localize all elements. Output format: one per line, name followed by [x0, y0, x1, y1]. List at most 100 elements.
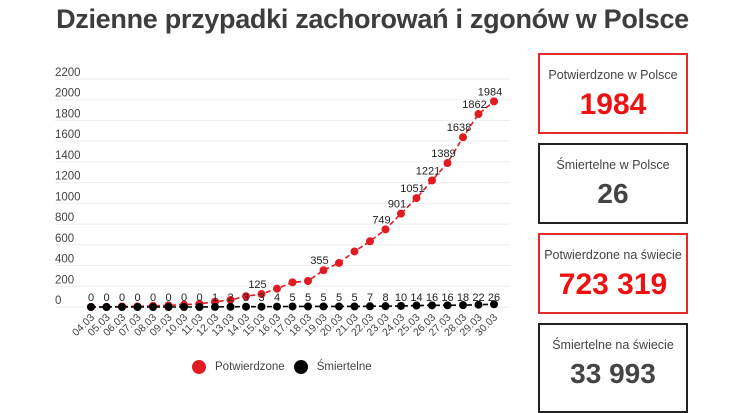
- data-point[interactable]: [459, 133, 467, 142]
- data-point[interactable]: [474, 300, 483, 309]
- card-value: 33 993: [570, 358, 656, 389]
- data-point[interactable]: [164, 303, 173, 311]
- data-point[interactable]: [319, 266, 328, 275]
- data-label: 16: [441, 292, 453, 304]
- legend-item-confirmed[interactable]: Potwierdzone: [192, 360, 285, 374]
- data-label: 1: [212, 292, 218, 304]
- y-tick-label: 1400: [55, 150, 81, 162]
- data-label: 16: [426, 292, 438, 304]
- data-label: 3: [258, 292, 264, 304]
- data-point[interactable]: [428, 176, 436, 185]
- data-label: 5: [289, 292, 295, 304]
- data-label: 1389: [431, 148, 455, 160]
- data-label: 901: [388, 199, 406, 211]
- legend-label: Potwierdzone: [215, 361, 285, 373]
- data-label: 0: [181, 292, 187, 304]
- data-point[interactable]: [490, 97, 498, 106]
- red-dot-icon: [192, 360, 206, 374]
- data-label: 26: [488, 292, 500, 304]
- data-point[interactable]: [242, 302, 250, 311]
- data-point[interactable]: [180, 303, 188, 311]
- data-point[interactable]: [149, 303, 157, 311]
- data-point[interactable]: [335, 302, 343, 311]
- data-point[interactable]: [428, 301, 436, 310]
- legend-item-deaths[interactable]: Śmiertelne: [293, 360, 372, 374]
- data-point[interactable]: [273, 284, 281, 293]
- data-label: 3: [243, 292, 249, 304]
- card-label: Potwierdzone w Polsce: [548, 68, 678, 82]
- y-tick-label: 2000: [55, 88, 81, 100]
- data-point[interactable]: [226, 302, 235, 311]
- data-label: 749: [372, 214, 390, 226]
- card-label: Śmiertelne w Polsce: [556, 158, 670, 172]
- data-point[interactable]: [288, 278, 297, 287]
- data-label: 2: [227, 292, 233, 304]
- y-tick-label: 1200: [55, 171, 81, 183]
- data-label: 1638: [447, 122, 471, 134]
- card-deaths-poland: Śmiertelne w Polsce 26: [538, 143, 688, 224]
- page-title: Dzienne przypadki zachorowań i zgonów w …: [56, 4, 689, 34]
- data-point[interactable]: [304, 276, 312, 285]
- data-point[interactable]: [335, 258, 343, 267]
- data-label: 125: [248, 279, 266, 291]
- card-value: 26: [597, 178, 629, 209]
- black-dot-icon: [293, 360, 308, 374]
- data-point[interactable]: [381, 225, 390, 234]
- y-tick-label: 1800: [55, 108, 81, 120]
- data-point[interactable]: [350, 302, 359, 311]
- card-confirmed-poland: Potwierdzone w Polsce 1984: [538, 53, 688, 134]
- data-label: 1984: [478, 86, 502, 98]
- series-deaths: 0 0 0 0 0 0 0 0 1 2 3 3 4 5 5 5 5 5 7 8 10 14 16 16 18 22 26: [87, 292, 500, 311]
- data-point[interactable]: [273, 302, 281, 311]
- data-point[interactable]: [288, 302, 297, 311]
- data-point[interactable]: [397, 301, 405, 310]
- data-point[interactable]: [87, 303, 95, 311]
- data-point[interactable]: [443, 301, 452, 310]
- data-label: 4: [274, 292, 280, 304]
- card-confirmed-world: Potwierdzone na świecie 723 319: [538, 233, 688, 314]
- data-point[interactable]: [474, 110, 483, 119]
- card-value: 1984: [579, 88, 647, 121]
- data-label: 5: [351, 292, 357, 304]
- y-tick-label: 1000: [55, 191, 81, 203]
- data-point[interactable]: [102, 303, 111, 311]
- data-label: 0: [150, 292, 156, 304]
- data-point[interactable]: [242, 292, 250, 301]
- data-point[interactable]: [257, 302, 266, 311]
- data-label: 0: [103, 292, 109, 304]
- data-point[interactable]: [350, 247, 359, 256]
- data-point[interactable]: [133, 303, 142, 311]
- data-point[interactable]: [490, 300, 498, 309]
- data-point[interactable]: [319, 302, 328, 311]
- y-tick-label: 600: [55, 233, 74, 245]
- y-tick-label: 2200: [55, 67, 81, 79]
- data-label: 1221: [416, 165, 440, 177]
- data-point[interactable]: [118, 303, 126, 311]
- data-point[interactable]: [195, 303, 204, 311]
- data-label: 8: [382, 292, 388, 304]
- data-point[interactable]: [412, 194, 421, 203]
- data-label: 0: [165, 292, 171, 304]
- data-label: 5: [305, 292, 311, 304]
- data-point[interactable]: [366, 237, 374, 246]
- data-point[interactable]: [226, 295, 235, 304]
- card-deaths-world: Śmiertelne na świecie 33 993: [538, 323, 688, 413]
- data-label: 1862: [462, 99, 486, 111]
- data-point[interactable]: [211, 302, 219, 311]
- data-point[interactable]: [397, 209, 405, 218]
- data-label: 18: [457, 292, 469, 304]
- data-point[interactable]: [443, 159, 452, 168]
- data-point[interactable]: [381, 302, 390, 311]
- line-chart: 0200400600800100012001400160018002000220…: [55, 67, 510, 339]
- x-axis: 04.0305.0306.0307.0308.0309.0310.0311.03…: [70, 312, 500, 339]
- y-tick-label: 1600: [55, 129, 81, 141]
- data-point[interactable]: [412, 301, 421, 310]
- data-label: 14: [410, 292, 422, 304]
- data-point[interactable]: [257, 290, 266, 299]
- data-label: 0: [134, 292, 140, 304]
- data-label: 10: [395, 292, 407, 304]
- data-point[interactable]: [304, 302, 312, 311]
- data-point[interactable]: [366, 302, 374, 311]
- data-point[interactable]: [459, 301, 467, 310]
